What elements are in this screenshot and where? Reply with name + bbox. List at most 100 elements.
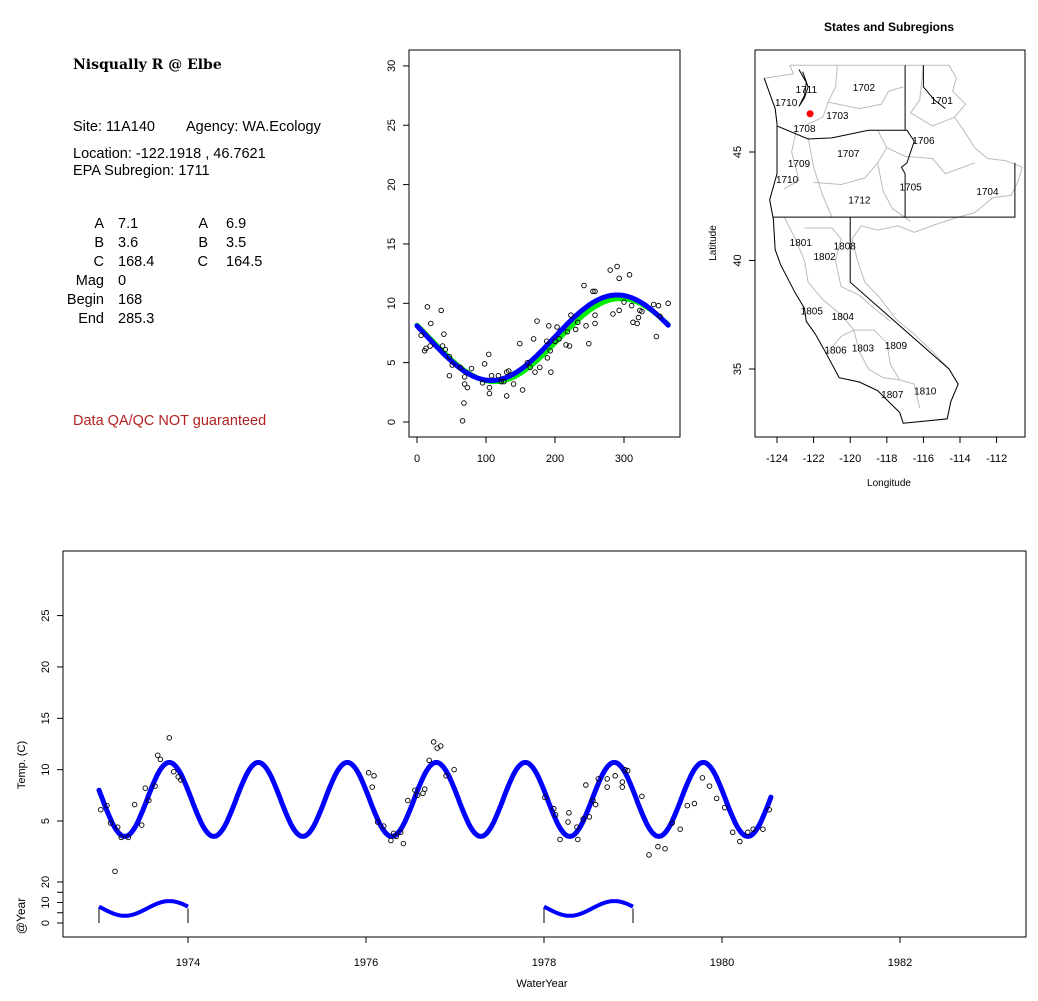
y-axis-label: Temp. (C) bbox=[16, 741, 28, 789]
data-point bbox=[650, 301, 657, 308]
data-point bbox=[125, 834, 132, 841]
data-point bbox=[653, 333, 660, 340]
subregion-label: 1707 bbox=[837, 149, 860, 160]
data-point bbox=[374, 819, 381, 825]
data-point bbox=[619, 784, 626, 790]
data-point bbox=[443, 773, 449, 779]
data-point bbox=[400, 840, 407, 847]
subregion-label: 1806 bbox=[824, 345, 847, 356]
data-point bbox=[624, 767, 631, 774]
data-point bbox=[616, 275, 622, 282]
x-tick-label: 1982 bbox=[888, 957, 912, 969]
data-point bbox=[530, 336, 537, 342]
data-point bbox=[146, 797, 152, 804]
data-point bbox=[581, 282, 587, 289]
data-point bbox=[439, 343, 446, 349]
data-point bbox=[498, 378, 504, 385]
data-point bbox=[737, 838, 743, 845]
data-point bbox=[619, 779, 626, 785]
data-point bbox=[438, 743, 444, 749]
data-point bbox=[171, 768, 177, 775]
inset-y-tick-label: 0 bbox=[40, 920, 52, 926]
data-point bbox=[527, 364, 533, 371]
data-point bbox=[614, 263, 620, 270]
data-point bbox=[586, 814, 593, 820]
data-point bbox=[486, 384, 493, 391]
inset-y-tick-label: 20 bbox=[40, 876, 52, 888]
data-point bbox=[461, 374, 468, 380]
data-point bbox=[464, 384, 471, 391]
data-point bbox=[503, 393, 510, 399]
site-id: Site: 11A140 bbox=[73, 119, 155, 135]
param-value: 285.3 bbox=[118, 311, 155, 327]
data-point bbox=[371, 773, 377, 779]
data-point bbox=[590, 797, 596, 804]
data-point bbox=[574, 824, 580, 830]
data-point bbox=[669, 820, 675, 826]
data-point bbox=[766, 806, 772, 813]
subregion-label: 1809 bbox=[885, 341, 908, 352]
subregion-label: 1710 bbox=[775, 98, 798, 109]
data-point bbox=[552, 338, 558, 345]
data-point bbox=[639, 308, 645, 315]
param-label: A bbox=[198, 216, 208, 232]
data-point bbox=[138, 822, 145, 828]
data-point bbox=[468, 365, 475, 372]
map-frame bbox=[754, 49, 1026, 438]
x-tick-label: -122 bbox=[803, 453, 825, 465]
agency: Agency: WA.Ecology bbox=[186, 119, 321, 135]
data-point bbox=[449, 362, 455, 368]
subregion-label: 1711 bbox=[796, 85, 818, 96]
data-point bbox=[557, 836, 563, 843]
data-point bbox=[556, 336, 562, 342]
subregion-label: 1805 bbox=[801, 306, 824, 317]
data-point bbox=[706, 783, 713, 789]
data-point bbox=[481, 361, 488, 367]
data-point bbox=[446, 372, 453, 379]
subregion-map: States and Subregions bbox=[708, 20, 1026, 489]
disclaimer: Data QA/QC NOT guaranteed bbox=[73, 413, 267, 429]
y-tick-label: 20 bbox=[386, 178, 398, 190]
subregion-label: 1702 bbox=[853, 83, 876, 94]
data-point bbox=[635, 314, 642, 321]
data-point bbox=[547, 348, 553, 354]
data-point bbox=[552, 812, 559, 818]
data-point bbox=[459, 418, 466, 424]
data-point bbox=[414, 792, 421, 799]
x-tick-label: -112 bbox=[986, 453, 1007, 465]
subregion-label: 1810 bbox=[914, 387, 937, 398]
data-point bbox=[486, 351, 492, 358]
x-tick-label: -116 bbox=[913, 453, 934, 465]
x-tick-label: 1976 bbox=[354, 957, 378, 969]
y-tick-label: 25 bbox=[40, 609, 52, 621]
subregion-label: 1808 bbox=[834, 241, 857, 252]
subregion-label: 1706 bbox=[912, 136, 935, 147]
data-point bbox=[572, 326, 579, 333]
data-point bbox=[118, 834, 124, 841]
data-point bbox=[677, 826, 683, 832]
data-point bbox=[575, 836, 581, 843]
data-point bbox=[166, 735, 173, 741]
data-point bbox=[112, 868, 118, 875]
param-label: A bbox=[94, 216, 104, 232]
data-point bbox=[543, 338, 550, 345]
green-fit-line bbox=[414, 296, 671, 385]
data-point bbox=[131, 801, 138, 808]
data-point bbox=[412, 787, 418, 793]
param-value: 7.1 bbox=[118, 216, 139, 232]
data-point bbox=[604, 776, 610, 782]
epa-subregion: EPA Subregion: 1711 bbox=[73, 163, 210, 179]
data-point bbox=[532, 369, 538, 375]
data-point bbox=[501, 378, 507, 385]
x-tick-label: -120 bbox=[839, 453, 861, 465]
data-point bbox=[524, 359, 531, 366]
data-point bbox=[583, 782, 589, 788]
data-point bbox=[486, 390, 493, 397]
data-point bbox=[537, 364, 543, 371]
inset-annual-curve bbox=[543, 899, 634, 918]
data-point bbox=[178, 777, 184, 783]
data-point bbox=[397, 829, 404, 836]
data-point bbox=[639, 793, 645, 800]
subregion-label: 1712 bbox=[848, 196, 871, 207]
